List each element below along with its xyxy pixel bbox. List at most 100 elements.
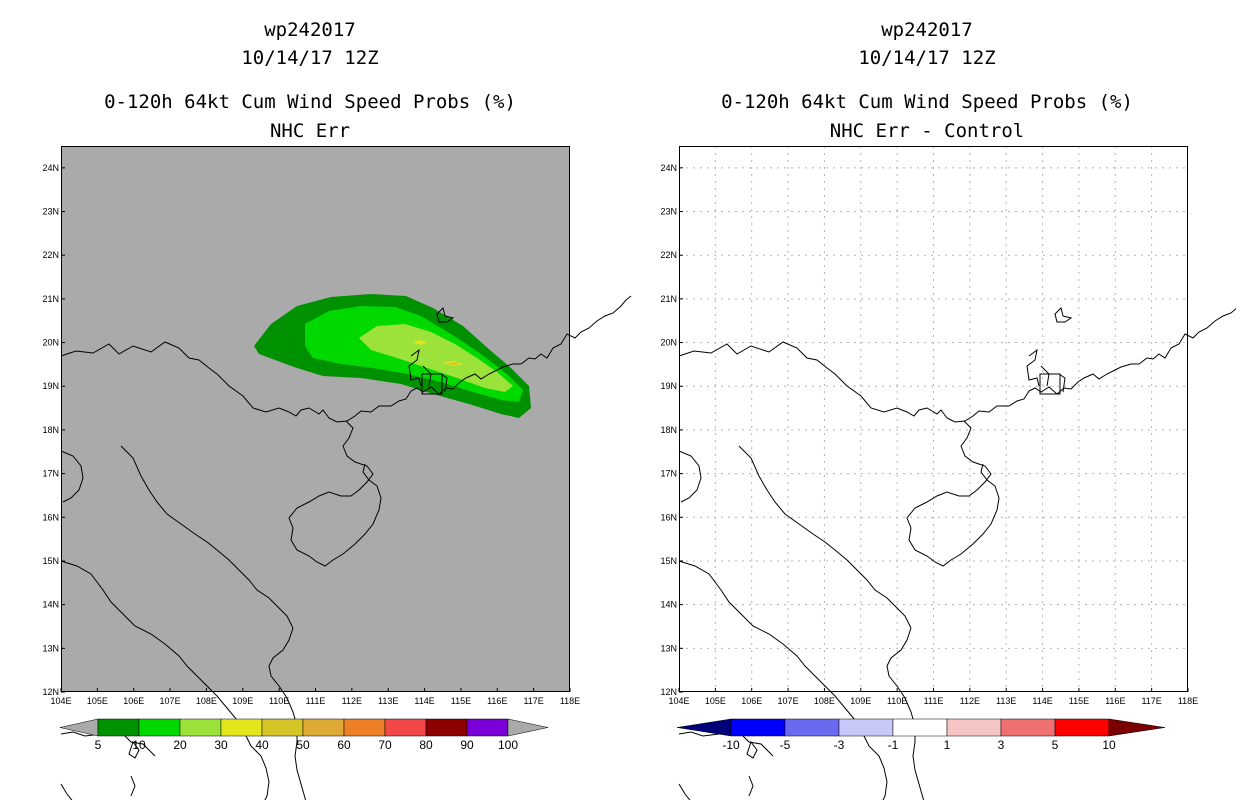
legend-swatch: [302, 718, 345, 737]
lon-label: 106E: [123, 696, 144, 706]
legend-label: 30: [214, 738, 228, 752]
lon-label: 118E: [560, 696, 580, 706]
legend-swatch: [343, 718, 386, 737]
lat-label: 21N: [660, 294, 677, 304]
lat-label: 19N: [42, 381, 59, 391]
lat-label: 15N: [660, 556, 677, 566]
lat-label: 19N: [660, 381, 677, 391]
legend-label: 40: [255, 738, 269, 752]
legend-swatch: [784, 718, 840, 737]
right-title-date: 10/14/17 12Z: [858, 47, 996, 69]
lon-label: 105E: [87, 696, 108, 706]
lon-label: 112E: [960, 696, 980, 706]
lon-label: 112E: [342, 696, 362, 706]
lat-label: 24N: [42, 163, 59, 173]
lat-label: 14N: [42, 600, 59, 610]
lat-label: 23N: [660, 207, 677, 217]
lon-label: 113E: [378, 696, 398, 706]
right-title-run: NHC Err - Control: [829, 120, 1025, 142]
lat-label: 17N: [660, 469, 677, 479]
lon-label: 109E: [232, 696, 253, 706]
legend-label: 20: [173, 738, 187, 752]
lon-label: 114E: [1032, 696, 1052, 706]
lat-label: 22N: [42, 250, 59, 260]
lat-label: 16N: [42, 512, 59, 522]
legend-end-high: [1108, 718, 1166, 737]
legend-label: -1: [888, 738, 899, 752]
lat-label: 12N: [660, 687, 677, 697]
legend-swatch: [892, 718, 948, 737]
legend-label: 60: [337, 738, 351, 752]
legend-swatch: [1054, 718, 1110, 737]
legend-swatch: [425, 718, 468, 737]
lon-label: 113E: [996, 696, 1016, 706]
lon-label: 110E: [269, 696, 289, 706]
left-title-date: 10/14/17 12Z: [241, 47, 379, 69]
left-title-case: wp242017: [264, 19, 356, 41]
legend-swatch: [138, 718, 181, 737]
legend-label: 1: [944, 738, 951, 752]
lat-label: 20N: [660, 338, 677, 348]
lat-label: 18N: [660, 425, 677, 435]
lat-label: 13N: [660, 643, 677, 653]
legend-label: 80: [419, 738, 433, 752]
lon-label: 111E: [306, 696, 326, 706]
lat-label: 18N: [42, 425, 59, 435]
lon-label: 117E: [523, 696, 543, 706]
lat-label: 21N: [42, 294, 59, 304]
legend-end-high: [507, 718, 549, 737]
lat-label: 22N: [660, 250, 677, 260]
lat-label: 15N: [42, 556, 59, 566]
lat-label: 17N: [42, 469, 59, 479]
lon-label: 117E: [1141, 696, 1161, 706]
prob-30-region: [413, 340, 427, 345]
lat-label: 23N: [42, 207, 59, 217]
lon-label: 104E: [668, 696, 689, 706]
right-legend-colorbar: -10 -5 -3 -1 1 3 5 10: [676, 718, 1166, 752]
lon-label: 111E: [924, 696, 944, 706]
legend-swatch: [97, 718, 140, 737]
legend-label: -10: [722, 738, 740, 752]
lat-label: 16N: [660, 512, 677, 522]
legend-label: 100: [498, 738, 518, 752]
lon-label: 104E: [50, 696, 71, 706]
legend-label: 10: [132, 738, 146, 752]
legend-label: -3: [834, 738, 845, 752]
lon-label: 109E: [850, 696, 871, 706]
left-lat-axis: 12N 13N 14N 15N 16N 17N 18N 19N 20N 21N 22N 23N 24N: [42, 163, 59, 697]
legend-swatch: [730, 718, 786, 737]
legend-label: 10: [1102, 738, 1116, 752]
right-lat-axis: 12N 13N 14N 15N 16N 17N 18N 19N 20N 21N 22N 23N 24N: [660, 163, 677, 697]
lon-label: 115E: [1069, 696, 1089, 706]
lon-label: 108E: [196, 696, 217, 706]
legend-label: 3: [998, 738, 1005, 752]
lon-label: 118E: [1178, 696, 1198, 706]
right-title-case: wp242017: [881, 19, 973, 41]
lon-label: 110E: [887, 696, 907, 706]
prob-40-region: [449, 362, 459, 365]
right-lon-axis: 104E 105E 106E 107E 108E 109E 110E 111E 112E 113E…: [668, 696, 1198, 706]
left-lon-axis: 104E 105E 106E 107E 108E 109E 110E 111E 112E 113E…: [50, 696, 580, 706]
legend-swatch: [1000, 718, 1056, 737]
legend-swatch: [384, 718, 427, 737]
lon-label: 115E: [451, 696, 471, 706]
prob-20-region: [359, 324, 513, 392]
lat-label: 20N: [42, 338, 59, 348]
legend-swatch: [838, 718, 894, 737]
legend-label: 50: [296, 738, 310, 752]
right-map-grid: [679, 146, 1188, 692]
legend-swatch: [946, 718, 1002, 737]
lon-label: 108E: [814, 696, 835, 706]
lat-label: 24N: [660, 163, 677, 173]
right-map: [678, 146, 1236, 800]
legend-label: 70: [378, 738, 392, 752]
lon-label: 114E: [414, 696, 434, 706]
left-title-run: NHC Err: [269, 120, 351, 142]
legend-label: 5: [95, 738, 102, 752]
legend-label: 5: [1052, 738, 1059, 752]
left-map: [60, 146, 632, 800]
left-title-product: 0-120h 64kt Cum Wind Speed Probs (%): [104, 91, 516, 113]
lon-label: 107E: [160, 696, 181, 706]
legend-swatch: [179, 718, 222, 737]
lon-label: 105E: [705, 696, 726, 706]
